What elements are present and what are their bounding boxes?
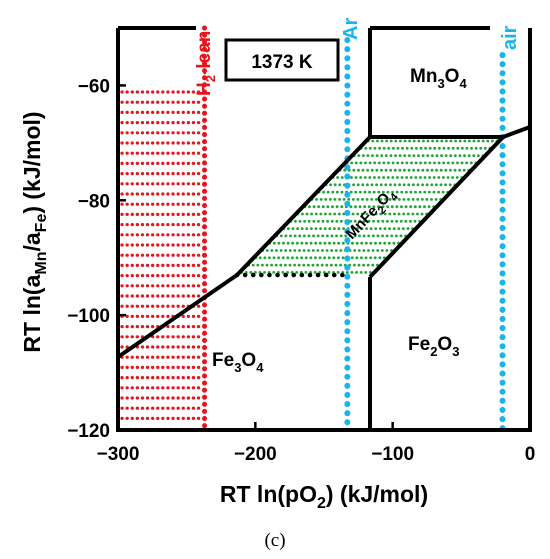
region-fe2o3: Fe2O3 — [408, 334, 459, 359]
temperature-box — [224, 38, 340, 82]
mnfe2o4-hatch-region — [240, 139, 499, 274]
region-fe3o4: Fe3O4 — [212, 350, 264, 375]
spinel-left-boundary — [235, 135, 372, 277]
h2-lean-label: H2-lean — [194, 31, 218, 96]
y-tick-label: −120 — [67, 421, 110, 442]
phase-boundaries — [116, 28, 531, 430]
temperature-label: 1373 K — [251, 52, 313, 73]
plot-frame — [116, 28, 532, 432]
x-tick-label: −200 — [234, 444, 277, 465]
ar-label: Ar — [340, 18, 362, 40]
y-tick-label: −60 — [78, 76, 110, 97]
h2-lean-hatch-region — [120, 90, 205, 420]
y-tick-label: −100 — [67, 306, 110, 327]
fe3o4-boundary — [116, 273, 239, 359]
y-tick-label: −80 — [78, 191, 110, 212]
x-tick-label: 0 — [525, 444, 536, 465]
figure-caption: (c) — [264, 530, 285, 551]
x-axis-title: RT ln(pO2) (kJ/mol) — [220, 481, 428, 512]
x-tick-label: −300 — [97, 444, 140, 465]
x-axis-ticks: −300 −200 −100 0 — [97, 422, 536, 465]
x-tick-label: −100 — [371, 444, 414, 465]
air-label: air — [499, 25, 521, 50]
region-mn3o4: Mn3O4 — [410, 66, 467, 91]
air-boundary — [502, 125, 531, 139]
y-axis-title: RT ln(aMn/aFe) (kJ/mol) — [19, 111, 50, 352]
spinel-right-boundary — [368, 135, 505, 279]
y-axis-ticks: −60 −80 −100 −120 — [67, 76, 126, 442]
